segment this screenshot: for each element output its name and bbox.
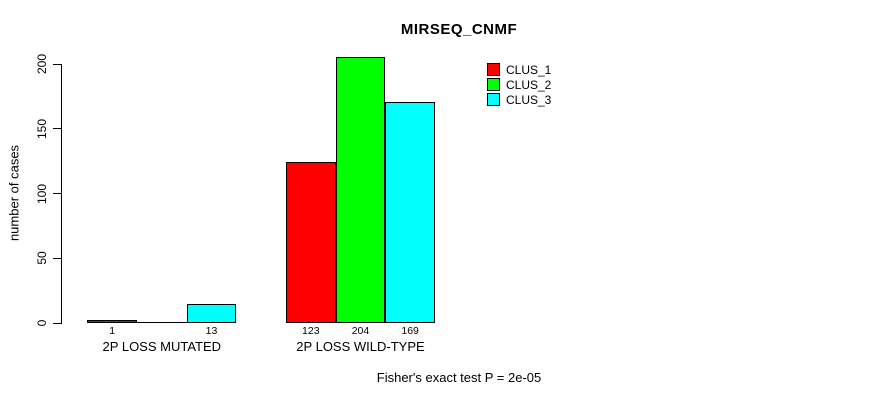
legend-item-clus_3: CLUS_3 — [487, 93, 551, 106]
y-tick-label: 0 — [35, 319, 49, 327]
bar-clus_3 — [186, 304, 237, 323]
legend-swatch-icon — [487, 63, 500, 76]
legend-item-clus_1: CLUS_1 — [487, 63, 551, 76]
y-tick-mark — [53, 193, 61, 195]
legend-swatch-icon — [487, 78, 500, 91]
bar-clus_1 — [285, 162, 336, 323]
bar-value-label: 13 — [205, 325, 218, 337]
legend: CLUS_1 CLUS_2 CLUS_3 — [487, 63, 551, 106]
y-axis-line — [61, 64, 62, 324]
y-tick-label: 100 — [35, 183, 49, 204]
legend-label: CLUS_3 — [506, 92, 552, 107]
bar-clus_3 — [385, 102, 435, 323]
bar-clus_1 — [87, 320, 137, 323]
bar-clus_2 — [335, 57, 386, 323]
bar-value-label: 169 — [401, 325, 419, 337]
footer-note: Fisher's exact test P = 2e-05 — [376, 370, 542, 385]
legend-swatch-icon — [487, 93, 500, 106]
group-label: 2P LOSS WILD-TYPE — [296, 339, 425, 354]
group-label: 2P LOSS MUTATED — [102, 339, 222, 354]
y-tick-mark — [53, 128, 61, 130]
chart-title: MIRSEQ_CNMF — [400, 21, 518, 38]
bar-value-label: 123 — [302, 325, 320, 337]
bar-value-label: 204 — [351, 325, 370, 337]
legend-label: CLUS_2 — [506, 77, 552, 92]
y-tick-mark — [53, 63, 61, 65]
bar-clus_2 — [136, 322, 187, 323]
y-tick-label: 200 — [35, 54, 49, 75]
bar-value-label: 1 — [109, 325, 116, 337]
y-tick-mark — [53, 322, 61, 324]
y-tick-label: 50 — [35, 251, 49, 265]
y-axis-title: number of cases — [6, 144, 22, 242]
legend-label: CLUS_1 — [506, 62, 552, 77]
legend-item-clus_2: CLUS_2 — [487, 78, 551, 91]
y-tick-label: 150 — [35, 118, 49, 139]
y-tick-mark — [53, 257, 61, 259]
